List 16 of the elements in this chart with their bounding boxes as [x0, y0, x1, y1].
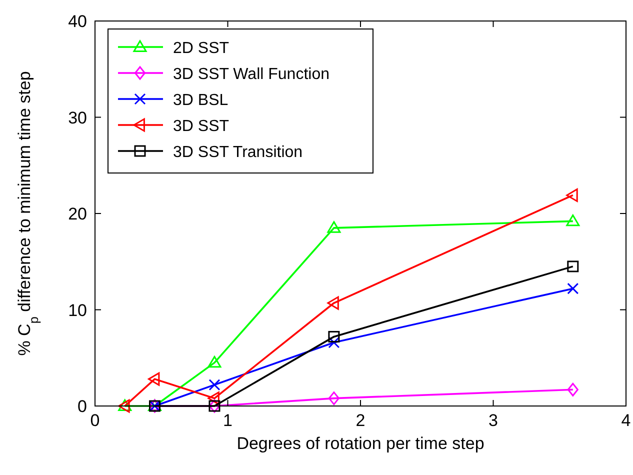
x-tick-label: 4: [621, 411, 631, 430]
legend-label: 3D SST Transition: [173, 144, 303, 161]
x-tick-label: 3: [488, 411, 498, 430]
legend-label: 3D SST: [173, 118, 230, 135]
legend-label: 3D SST Wall Function: [173, 66, 330, 83]
y-tick-label: 40: [68, 12, 87, 31]
y-tick-label: 20: [68, 204, 87, 224]
x-tick-label: 2: [356, 411, 366, 430]
x-tick-label: 0: [90, 411, 100, 430]
y-tick-label: 10: [68, 300, 87, 320]
legend-label: 2D SST: [173, 40, 230, 57]
legend-label: 3D BSL: [173, 92, 228, 109]
y-tick-label: 30: [68, 108, 87, 128]
y-tick-label: 0: [78, 397, 87, 416]
x-tick-label: 1: [223, 411, 232, 430]
x-axis-title: Degrees of rotation per time step: [236, 434, 484, 453]
